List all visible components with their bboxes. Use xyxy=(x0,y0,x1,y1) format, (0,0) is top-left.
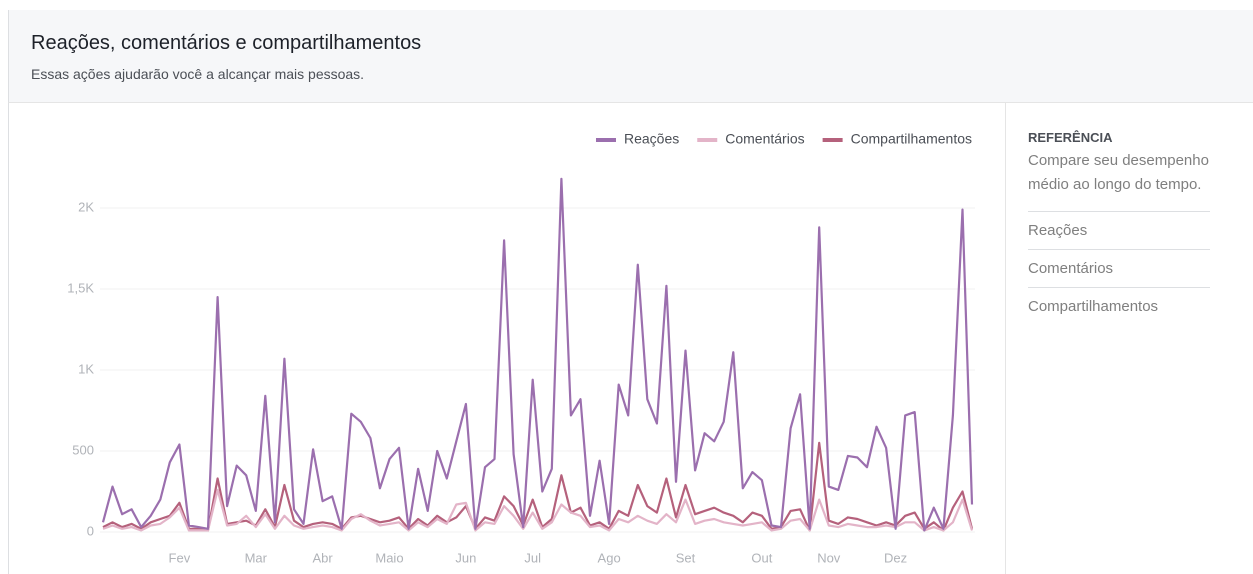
sidebar-items: Reações Comentários Compartilhamentos xyxy=(1028,212,1210,325)
y-tick-label: 0 xyxy=(87,523,94,538)
y-tick-label: 1,5K xyxy=(67,280,94,295)
sidebar: REFERÊNCIA Compare seu desempenho médio … xyxy=(1028,130,1210,325)
x-tick-label: Ago xyxy=(598,550,621,565)
legend-label: Comentários xyxy=(725,131,804,147)
x-tick-label: Fev xyxy=(169,550,191,565)
subtitle: Essas ações ajudarão você a alcançar mai… xyxy=(31,66,365,82)
series-line xyxy=(101,177,974,532)
sidebar-item[interactable]: Comentários xyxy=(1028,250,1210,288)
header: Reações, comentários e compartilhamentos… xyxy=(8,10,1253,103)
x-tick-label: Jun xyxy=(455,550,476,565)
series-line xyxy=(102,488,974,532)
legend-label: Reações xyxy=(624,131,679,147)
x-tick-label: Out xyxy=(751,550,772,565)
x-tick-label: Mar xyxy=(245,550,268,565)
y-tick-label: 1K xyxy=(78,361,94,376)
sidebar-item[interactable]: Reações xyxy=(1028,212,1210,250)
sidebar-heading: REFERÊNCIA xyxy=(1028,130,1113,145)
x-tick-label: Abr xyxy=(313,550,334,565)
divider xyxy=(1005,103,1006,574)
x-tick-label: Jul xyxy=(524,550,541,565)
x-tick-label: Dez xyxy=(884,550,907,565)
y-tick-label: 500 xyxy=(72,442,94,457)
sidebar-description: Compare seu desempenho médio ao longo do… xyxy=(1028,149,1210,212)
legend-label: Compartilhamentos xyxy=(851,131,972,147)
y-tick-label: 2K xyxy=(78,199,94,214)
x-tick-label: Set xyxy=(676,550,696,565)
x-tick-label: Nov xyxy=(817,550,841,565)
series-line xyxy=(102,441,974,532)
x-tick-label: Maio xyxy=(375,550,403,565)
sidebar-item[interactable]: Compartilhamentos xyxy=(1028,298,1159,315)
title: Reações, comentários e compartilhamentos xyxy=(31,32,422,54)
border xyxy=(8,103,9,574)
